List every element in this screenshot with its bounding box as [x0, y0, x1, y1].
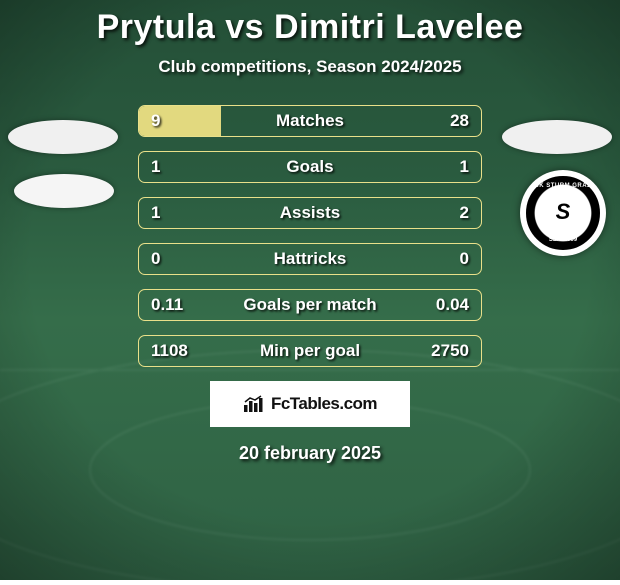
club-left-badge	[14, 174, 114, 208]
brand-text: FcTables.com	[271, 394, 377, 414]
brand-box: FcTables.com	[210, 381, 410, 427]
stat-value-right: 2	[460, 203, 469, 223]
stat-row: 0Hattricks0	[138, 243, 482, 275]
stat-label: Min per goal	[139, 341, 481, 361]
player-right-avatar	[502, 120, 612, 154]
stat-row: 1Assists2	[138, 197, 482, 229]
stat-value-right: 2750	[431, 341, 469, 361]
stat-value-right: 1	[460, 157, 469, 177]
club-right-badge: SK STURM GRAZ S SEIT 1909	[520, 170, 606, 256]
stat-value-right: 0.04	[436, 295, 469, 315]
page-title: Prytula vs Dimitri Lavelee	[0, 8, 620, 47]
stat-label: Matches	[139, 111, 481, 131]
stat-label: Hattricks	[139, 249, 481, 269]
stat-row: 1108Min per goal2750	[138, 335, 482, 367]
club-right-name: SK STURM GRAZ	[535, 183, 592, 189]
club-right-letter: S	[556, 199, 571, 225]
stat-value-right: 28	[450, 111, 469, 131]
club-right-year: SEIT 1909	[549, 237, 577, 243]
stat-label: Goals per match	[139, 295, 481, 315]
brand-chart-icon	[243, 395, 265, 413]
stat-value-right: 0	[460, 249, 469, 269]
stat-row: 0.11Goals per match0.04	[138, 289, 482, 321]
stat-label: Assists	[139, 203, 481, 223]
player-left-avatar	[8, 120, 118, 154]
date-text: 20 february 2025	[0, 443, 620, 464]
stat-row: 1Goals1	[138, 151, 482, 183]
stats-container: 9Matches281Goals11Assists20Hattricks00.1…	[138, 105, 482, 367]
stat-row: 9Matches28	[138, 105, 482, 137]
stat-label: Goals	[139, 157, 481, 177]
subtitle: Club competitions, Season 2024/2025	[0, 57, 620, 77]
